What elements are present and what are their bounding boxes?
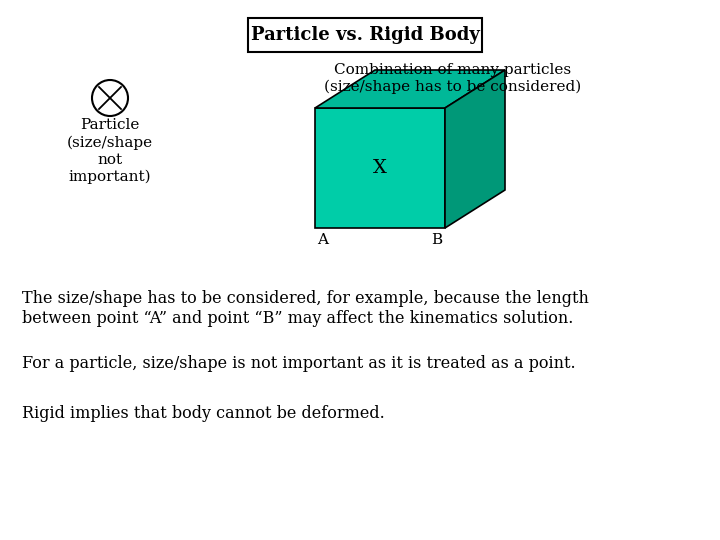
FancyBboxPatch shape — [248, 18, 482, 52]
Text: Combination of many particles: Combination of many particles — [334, 63, 572, 77]
Text: For a particle, size/shape is not important as it is treated as a point.: For a particle, size/shape is not import… — [22, 355, 575, 372]
Text: (size/shape: (size/shape — [67, 136, 153, 150]
Text: important): important) — [68, 170, 151, 184]
Text: Particle: Particle — [81, 118, 140, 132]
Text: X: X — [373, 159, 387, 177]
Text: Rigid implies that body cannot be deformed.: Rigid implies that body cannot be deform… — [22, 405, 384, 422]
Text: A: A — [318, 233, 328, 247]
Polygon shape — [445, 70, 505, 228]
Text: The size/shape has to be considered, for example, because the length: The size/shape has to be considered, for… — [22, 290, 589, 307]
Polygon shape — [315, 70, 505, 108]
Text: B: B — [431, 233, 443, 247]
Polygon shape — [315, 108, 445, 228]
Circle shape — [92, 80, 128, 116]
Text: between point “A” and point “B” may affect the kinematics solution.: between point “A” and point “B” may affe… — [22, 310, 573, 327]
Text: not: not — [97, 153, 122, 167]
Text: (size/shape has to be considered): (size/shape has to be considered) — [325, 80, 582, 94]
Text: Particle vs. Rigid Body: Particle vs. Rigid Body — [251, 26, 480, 44]
